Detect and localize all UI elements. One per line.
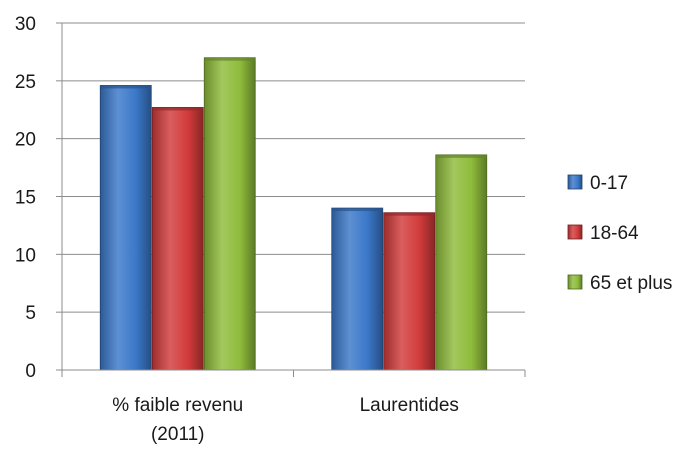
legend-swatch xyxy=(567,174,583,190)
legend-label: 0-17 xyxy=(590,173,628,194)
axes xyxy=(61,23,526,377)
bar-65-et-plus-0 xyxy=(203,57,256,371)
y-tick-label: 15 xyxy=(15,188,36,209)
bar-top-bevel xyxy=(100,85,152,89)
bar-65-et-plus-1 xyxy=(435,154,488,371)
bar-top-bevel xyxy=(331,208,383,212)
y-tick-label: 25 xyxy=(15,72,36,93)
bars xyxy=(99,57,488,371)
y-tick-label: 5 xyxy=(25,303,36,324)
y-tick-label: 0 xyxy=(25,361,36,382)
bar-top-bevel xyxy=(204,57,256,61)
x-category-label: % faible revenu xyxy=(112,395,243,416)
bar-top-bevel xyxy=(152,107,204,111)
y-tick-label: 20 xyxy=(15,130,36,151)
y-axis-ticks: 0 5 10 15 20 25 30 xyxy=(15,14,62,382)
bar-0-17-1 xyxy=(331,207,384,371)
y-tick-label: 10 xyxy=(15,245,36,266)
bar-top-bevel xyxy=(383,212,435,216)
bar-18-64-1 xyxy=(383,212,436,371)
x-axis-labels: % faible revenu (2011) Laurentides xyxy=(112,395,459,445)
legend-label: 65 et plus xyxy=(590,273,672,294)
bar-0-17-0 xyxy=(99,85,152,371)
bar-top-bevel xyxy=(435,154,487,158)
legend-swatch xyxy=(567,224,583,240)
legend: 0-17 18-64 65 et plus xyxy=(567,173,672,294)
legend-label: 18-64 xyxy=(590,223,639,244)
legend-swatch xyxy=(567,274,583,290)
y-tick-label: 30 xyxy=(15,14,36,35)
x-category-label: Laurentides xyxy=(360,395,459,416)
bar-18-64-0 xyxy=(151,107,204,371)
x-category-label: (2011) xyxy=(151,424,205,445)
